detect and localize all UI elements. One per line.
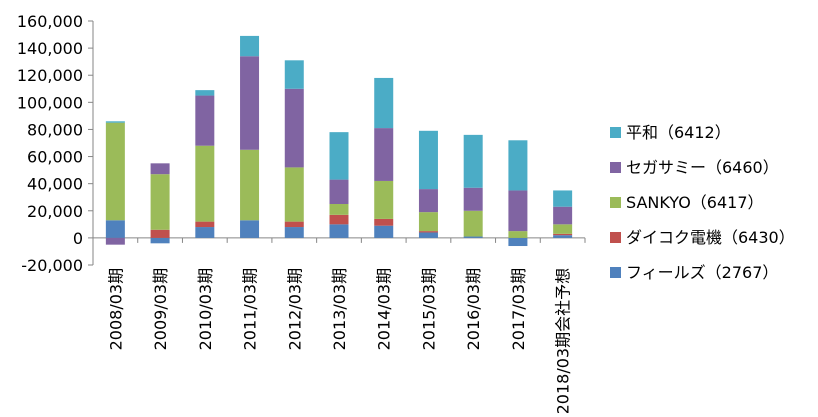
bar-segment bbox=[508, 190, 528, 232]
x-tick-label: 2015/03期 bbox=[419, 268, 438, 350]
y-tick-label: 100,000 bbox=[17, 93, 83, 112]
x-tick-label: 2011/03期 bbox=[241, 268, 260, 350]
y-tick-label: 0 bbox=[73, 229, 83, 248]
legend-swatch bbox=[610, 267, 621, 278]
legend-swatch bbox=[610, 127, 621, 138]
bar-segment bbox=[240, 56, 260, 150]
bar-segment bbox=[553, 235, 573, 238]
x-tick-label: 2012/03期 bbox=[285, 268, 304, 350]
bar-segment bbox=[463, 134, 483, 188]
bar-segment bbox=[240, 35, 260, 57]
y-tick-label: -20,000 bbox=[21, 256, 83, 275]
x-tick-label: 2017/03期 bbox=[509, 268, 528, 350]
bar-segment bbox=[553, 233, 573, 236]
legend-item: セガサミー（6460） bbox=[610, 155, 815, 190]
bar-segment bbox=[195, 145, 215, 222]
bar-segment bbox=[463, 210, 483, 237]
y-tick-label: 60,000 bbox=[27, 148, 83, 167]
bar-segment bbox=[284, 227, 304, 238]
bar-segment bbox=[553, 206, 573, 225]
bar-segment bbox=[150, 237, 170, 244]
bar-segment bbox=[418, 130, 438, 190]
y-tick-label: 140,000 bbox=[17, 39, 83, 58]
y-tick-label: 160,000 bbox=[17, 12, 83, 31]
bar-segment bbox=[374, 180, 394, 219]
bar-segment bbox=[150, 229, 170, 238]
legend-item: フィールズ（2767） bbox=[610, 260, 815, 295]
bar-segment bbox=[508, 140, 528, 191]
bar-segment bbox=[195, 227, 215, 238]
legend-swatch bbox=[610, 197, 621, 208]
x-tick-label: 2016/03期 bbox=[464, 268, 483, 350]
y-tick-label: 80,000 bbox=[27, 120, 83, 139]
bar-segment bbox=[329, 204, 349, 215]
legend-label: セガサミー（6460） bbox=[626, 158, 779, 177]
bar-segment bbox=[418, 231, 438, 233]
legend-item: 平和（6412） bbox=[610, 120, 815, 155]
bar-segment bbox=[329, 214, 349, 225]
bar-segment bbox=[374, 77, 394, 129]
bar-segment bbox=[374, 225, 394, 238]
bar-segment bbox=[463, 236, 483, 238]
legend-item: SANKYO（6417） bbox=[610, 190, 815, 225]
bar-segment bbox=[553, 224, 573, 234]
x-tick-label: 2008/03期 bbox=[106, 268, 125, 350]
bar-segment bbox=[329, 132, 349, 180]
bar-segment bbox=[553, 190, 573, 207]
legend-label: フィールズ（2767） bbox=[626, 263, 779, 282]
bar-segment bbox=[195, 90, 215, 96]
bar-segment bbox=[284, 221, 304, 228]
x-tick-label: 2018/03期会社予想 bbox=[554, 268, 573, 413]
bar-segment bbox=[240, 220, 260, 238]
bar-segment bbox=[463, 187, 483, 211]
bar-segment bbox=[418, 189, 438, 213]
bar-segment bbox=[105, 121, 125, 123]
bar-segment bbox=[240, 149, 260, 221]
legend-label: ダイコク電機（6430） bbox=[626, 228, 795, 247]
bar-segment bbox=[105, 237, 125, 245]
legend-swatch bbox=[610, 162, 621, 173]
y-tick-label: 120,000 bbox=[17, 66, 83, 85]
x-tick-label: 2010/03期 bbox=[196, 268, 215, 350]
bar-segment bbox=[150, 174, 170, 230]
bar-segment bbox=[284, 60, 304, 89]
x-tick-label: 2014/03期 bbox=[375, 268, 394, 350]
bar-segment bbox=[329, 179, 349, 204]
legend-swatch bbox=[610, 232, 621, 243]
legend-label: 平和（6412） bbox=[626, 123, 731, 142]
bar-segment bbox=[374, 218, 394, 226]
bar-segment bbox=[418, 232, 438, 238]
bar-segment bbox=[195, 221, 215, 228]
x-tick-label: 2009/03期 bbox=[151, 268, 170, 350]
bar-segment bbox=[195, 95, 215, 146]
x-tick-label: 2013/03期 bbox=[330, 268, 349, 350]
bar-segment bbox=[329, 224, 349, 238]
bar-segment bbox=[284, 88, 304, 168]
bar-segment bbox=[284, 167, 304, 222]
bar-segment bbox=[105, 122, 125, 221]
legend-item: ダイコク電機（6430） bbox=[610, 225, 815, 260]
y-tick-label: 20,000 bbox=[27, 202, 83, 221]
bar-segment bbox=[508, 237, 528, 247]
bar-segment bbox=[105, 220, 125, 238]
legend: 平和（6412） セガサミー（6460） SANKYO（6417） ダイコク電機（64… bbox=[610, 120, 815, 295]
y-tick-label: 40,000 bbox=[27, 175, 83, 194]
bar-segment bbox=[508, 231, 528, 238]
bar-segment bbox=[150, 163, 170, 175]
bar-segment bbox=[374, 128, 394, 181]
legend-label: SANKYO（6417） bbox=[626, 193, 764, 212]
bar-segment bbox=[418, 212, 438, 232]
